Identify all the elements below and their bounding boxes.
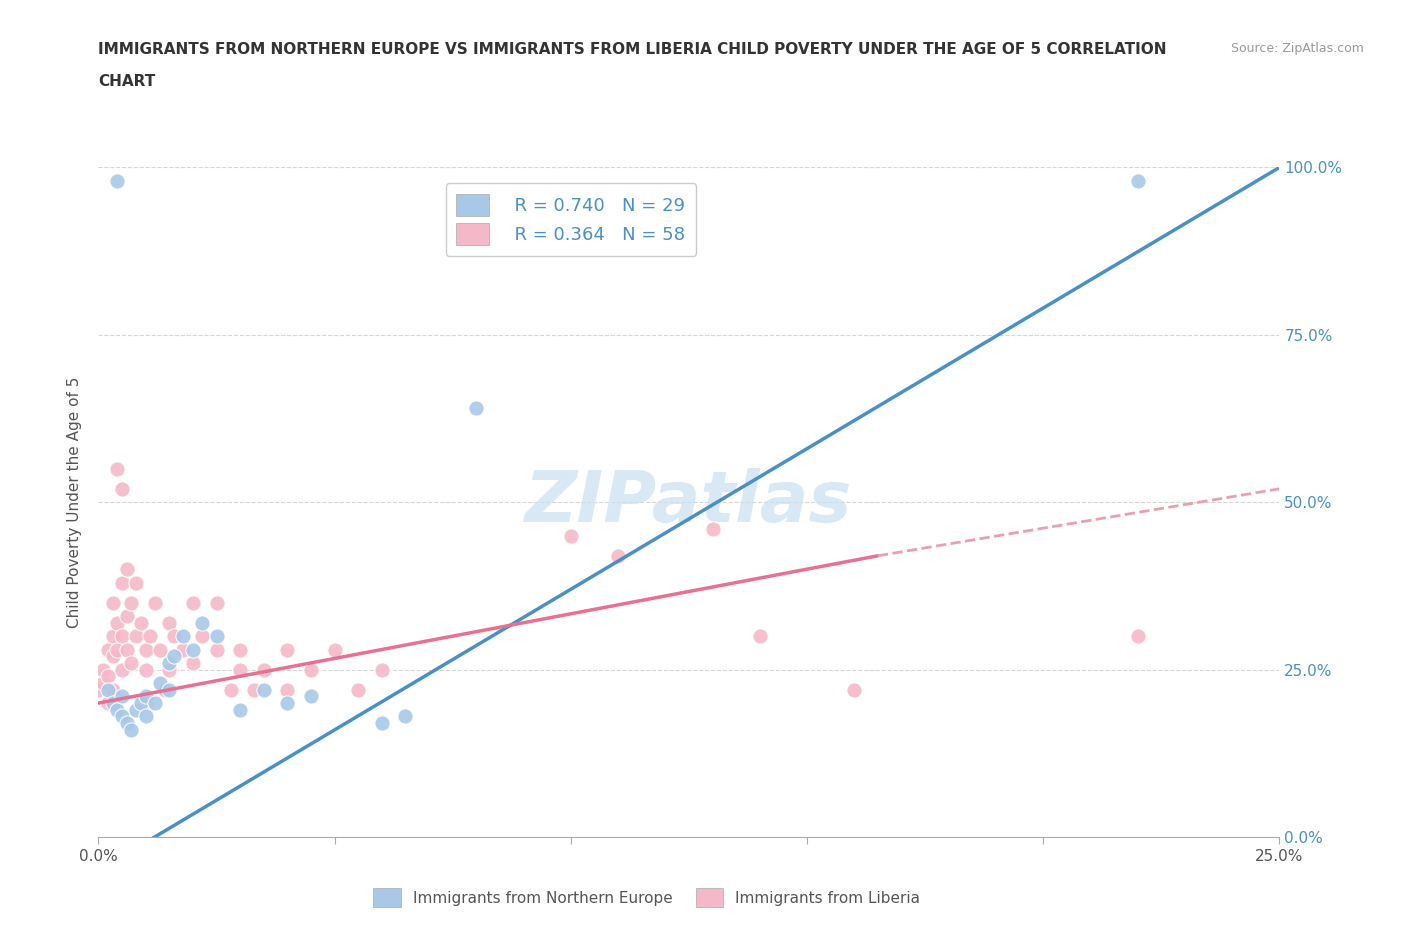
- Point: [97, 696, 120, 711]
- Point: [191, 629, 214, 644]
- Point: [115, 716, 138, 731]
- Point: [91, 675, 114, 690]
- Point: [153, 683, 176, 698]
- Point: [121, 723, 143, 737]
- Point: [105, 461, 128, 476]
- Point: [163, 629, 186, 644]
- Point: [97, 683, 120, 698]
- Point: [181, 656, 204, 671]
- Point: [157, 616, 180, 631]
- Point: [101, 629, 124, 644]
- Legend: Immigrants from Northern Europe, Immigrants from Liberia: Immigrants from Northern Europe, Immigra…: [367, 883, 927, 913]
- Text: IMMIGRANTS FROM NORTHERN EUROPE VS IMMIGRANTS FROM LIBERIA CHILD POVERTY UNDER T: IMMIGRANTS FROM NORTHERN EUROPE VS IMMIG…: [98, 42, 1167, 57]
- Point: [135, 689, 157, 704]
- Point: [149, 675, 172, 690]
- Point: [125, 575, 148, 590]
- Point: [129, 696, 152, 711]
- Point: [111, 662, 134, 677]
- Point: [172, 629, 194, 644]
- Point: [157, 656, 180, 671]
- Point: [465, 401, 488, 416]
- Point: [299, 662, 322, 677]
- Point: [139, 629, 162, 644]
- Point: [394, 709, 416, 724]
- Point: [560, 528, 582, 543]
- Point: [157, 683, 180, 698]
- Point: [101, 696, 124, 711]
- Point: [105, 702, 128, 717]
- Point: [748, 629, 770, 644]
- Point: [115, 562, 138, 577]
- Point: [105, 616, 128, 631]
- Point: [97, 669, 120, 684]
- Point: [111, 629, 134, 644]
- Point: [105, 642, 128, 657]
- Point: [111, 482, 134, 497]
- Point: [129, 616, 152, 631]
- Point: [205, 629, 228, 644]
- Point: [101, 595, 124, 610]
- Point: [219, 683, 242, 698]
- Point: [253, 683, 276, 698]
- Point: [191, 616, 214, 631]
- Point: [97, 642, 120, 657]
- Text: Source: ZipAtlas.com: Source: ZipAtlas.com: [1230, 42, 1364, 55]
- Legend:   R = 0.740   N = 29,   R = 0.364   N = 58: R = 0.740 N = 29, R = 0.364 N = 58: [446, 183, 696, 256]
- Point: [172, 642, 194, 657]
- Point: [101, 683, 124, 698]
- Point: [135, 709, 157, 724]
- Point: [101, 649, 124, 664]
- Point: [276, 683, 298, 698]
- Point: [87, 683, 110, 698]
- Point: [205, 595, 228, 610]
- Point: [1126, 629, 1149, 644]
- Point: [115, 642, 138, 657]
- Point: [844, 683, 866, 698]
- Point: [111, 689, 134, 704]
- Point: [323, 642, 346, 657]
- Point: [1126, 173, 1149, 188]
- Point: [181, 642, 204, 657]
- Point: [111, 575, 134, 590]
- Point: [149, 642, 172, 657]
- Point: [91, 662, 114, 677]
- Point: [181, 595, 204, 610]
- Point: [105, 173, 128, 188]
- Point: [229, 662, 252, 677]
- Point: [115, 608, 138, 623]
- Point: [157, 662, 180, 677]
- Point: [243, 683, 266, 698]
- Point: [276, 696, 298, 711]
- Point: [371, 716, 394, 731]
- Point: [205, 642, 228, 657]
- Point: [371, 662, 394, 677]
- Point: [163, 649, 186, 664]
- Point: [143, 696, 166, 711]
- Point: [347, 683, 370, 698]
- Point: [135, 642, 157, 657]
- Point: [121, 595, 143, 610]
- Point: [125, 629, 148, 644]
- Y-axis label: Child Poverty Under the Age of 5: Child Poverty Under the Age of 5: [67, 377, 83, 628]
- Point: [143, 595, 166, 610]
- Point: [276, 642, 298, 657]
- Point: [135, 662, 157, 677]
- Point: [229, 642, 252, 657]
- Point: [299, 689, 322, 704]
- Point: [253, 662, 276, 677]
- Point: [702, 522, 724, 537]
- Point: [135, 696, 157, 711]
- Point: [229, 702, 252, 717]
- Point: [125, 702, 148, 717]
- Point: [121, 656, 143, 671]
- Point: [111, 709, 134, 724]
- Text: ZIPatlas: ZIPatlas: [526, 468, 852, 537]
- Point: [607, 549, 630, 564]
- Text: CHART: CHART: [98, 74, 156, 89]
